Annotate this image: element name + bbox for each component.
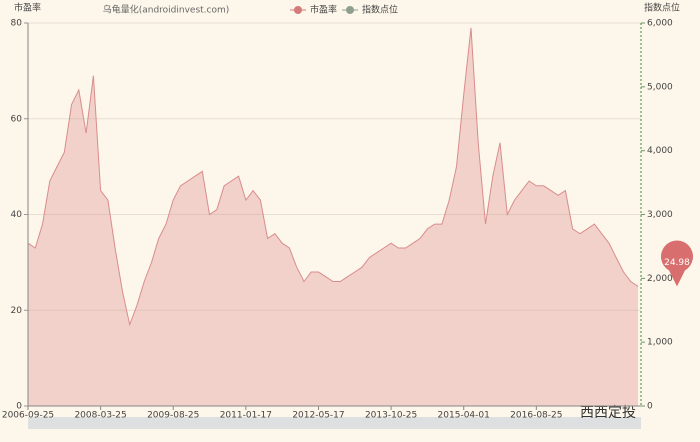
chart-title: 乌龟量化(androidinvest.com) (103, 4, 230, 16)
x-tick-label: 2016-08-25 (510, 411, 562, 421)
value-bubble (661, 240, 693, 287)
y2-axis-title: 指数点位 (644, 2, 680, 14)
y-tick-label: 60 (11, 114, 23, 124)
area (28, 27, 638, 407)
y-tick-label: 80 (11, 19, 23, 29)
y-tick-label: 20 (11, 306, 23, 316)
x-tick-label: 2011-01-17 (220, 411, 272, 421)
y-tick-label: 40 (11, 210, 23, 220)
x-tick-label: 2015-04-01 (438, 411, 490, 421)
y2-tick-label: 4,000 (647, 146, 673, 156)
legend-icon[interactable] (294, 6, 302, 14)
x-tick-label: 2013-10-25 (365, 411, 417, 421)
x-tick-label: 2012-05-17 (292, 411, 344, 421)
x-tick-label: 2006-09-25 (2, 411, 54, 421)
legend-label: 市盈率 (310, 4, 337, 16)
line (27, 27, 639, 327)
value-label: 24.98 (664, 258, 690, 268)
x-tick-label: 2009-08-25 (147, 411, 199, 421)
y-axis-title: 市盈率 (14, 2, 41, 14)
x-tick-label: 2008-03-25 (74, 411, 126, 421)
y2-tick-label: 2,000 (647, 274, 673, 284)
watermark: 西西定投 (580, 405, 636, 421)
y2-tick-label: 3,000 (647, 210, 673, 220)
y2-tick-label: 5,000 (647, 82, 673, 92)
legend-label: 指数点位 (362, 4, 398, 16)
y-tick-label: 0 (16, 402, 22, 412)
zoom-slider[interactable] (28, 417, 641, 429)
y2-tick-label: 1,000 (647, 338, 673, 348)
y2-tick-label: 0 (647, 402, 653, 412)
legend-icon[interactable] (346, 6, 354, 14)
y2-tick-label: 6,000 (647, 19, 673, 29)
